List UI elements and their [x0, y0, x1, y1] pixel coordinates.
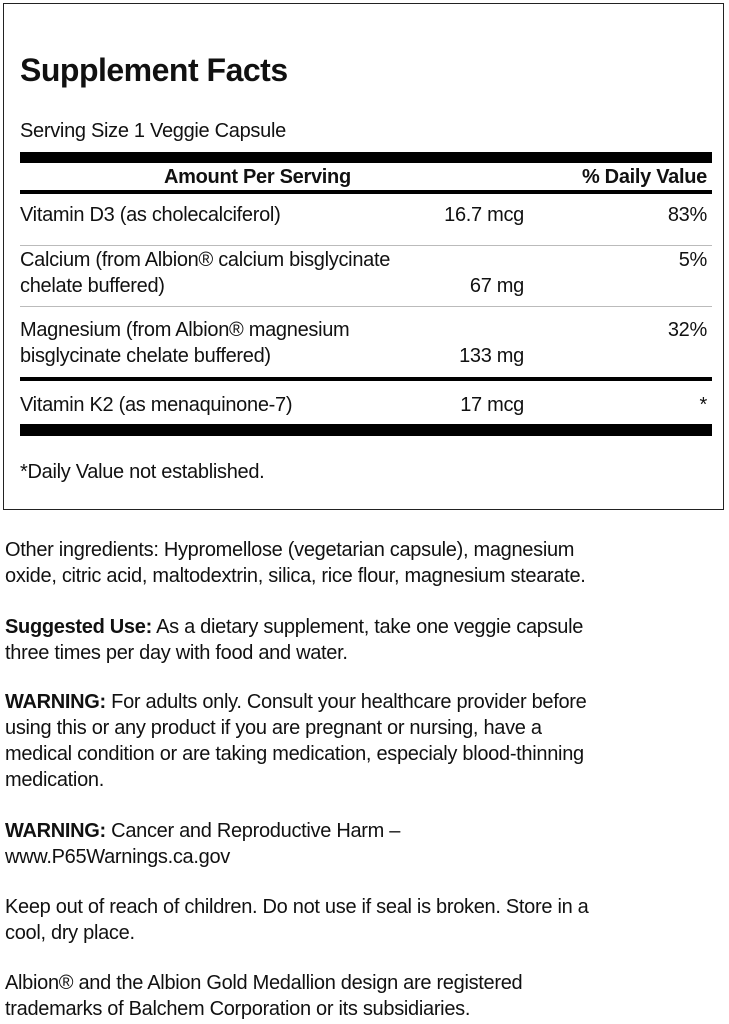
nutrient-dv: 5%	[678, 249, 708, 271]
text-line: As a dietary supplement, take one veggie…	[151, 616, 584, 638]
nutrient-amount: 16.7 mcg	[444, 204, 524, 226]
storage-note: Keep out of reach of children. Do not us…	[5, 894, 589, 946]
row-divider	[20, 245, 712, 246]
supplement-facts-panel: Supplement Facts Serving Size 1 Veggie C…	[3, 3, 724, 510]
header-amount: Amount Per Serving	[164, 166, 351, 188]
text-line: oxide, citric acid, maltodextrin, silica…	[5, 565, 586, 587]
text-line: For adults only. Consult your healthcare…	[105, 691, 587, 713]
text-line: Other ingredients: Hypromellose (vegetar…	[5, 539, 575, 561]
nutrient-name: Calcium (from Albion® calcium bisglycina…	[20, 249, 391, 271]
serving-size: Serving Size 1 Veggie Capsule	[20, 120, 286, 142]
nutrient-dv: 83%	[667, 204, 707, 226]
nutrient-amount: 67 mg	[469, 275, 524, 297]
suggested-use: Suggested Use: As a dietary supplement, …	[5, 614, 583, 666]
nutrient-name-cont: bisglycinate chelate buffered)	[20, 345, 271, 367]
nutrient-name: Vitamin D3 (as cholecalciferol)	[20, 204, 281, 226]
label: WARNING:	[5, 691, 106, 713]
text-line: Albion® and the Albion Gold Medallion de…	[5, 972, 523, 994]
warning-adults: WARNING: For adults only. Consult your h…	[5, 689, 587, 793]
nutrient-amount: 17 mcg	[460, 394, 524, 416]
header-daily-value: % Daily Value	[581, 166, 707, 188]
divider-medium	[20, 190, 712, 194]
row-divider	[20, 306, 712, 307]
text-line: Keep out of reach of children. Do not us…	[5, 896, 589, 918]
panel-title: Supplement Facts	[20, 52, 288, 88]
text-line: Cancer and Reproductive Harm –	[105, 820, 401, 842]
text-line: www.P65Warnings.ca.gov	[5, 846, 230, 868]
text-line: medical condition or are taking medicati…	[5, 743, 584, 765]
nutrient-dv: 32%	[667, 319, 707, 341]
other-ingredients: Other ingredients: Hypromellose (vegetar…	[5, 537, 586, 589]
nutrient-name-cont: chelate buffered)	[20, 275, 165, 297]
footnote: *Daily Value not established.	[20, 461, 265, 483]
nutrient-dv: *	[699, 394, 708, 416]
warning-p65: WARNING: Cancer and Reproductive Harm – …	[5, 818, 400, 870]
label: Suggested Use:	[5, 616, 152, 638]
trademark-note: Albion® and the Albion Gold Medallion de…	[5, 970, 523, 1022]
divider-medium	[20, 377, 712, 381]
text-line: medication.	[5, 769, 104, 791]
divider-thick	[20, 152, 712, 163]
text-line: three times per day with food and water.	[5, 642, 348, 664]
text-line: cool, dry place.	[5, 922, 135, 944]
text-line: using this or any product if you are pre…	[5, 717, 542, 739]
divider-thick	[20, 424, 712, 436]
nutrient-amount: 133 mg	[459, 345, 524, 367]
nutrient-name: Magnesium (from Albion® magnesium	[20, 319, 350, 341]
label: WARNING:	[5, 820, 106, 842]
text-line: trademarks of Balchem Corporation or its…	[5, 998, 471, 1020]
nutrient-name: Vitamin K2 (as menaquinone-7)	[20, 394, 293, 416]
